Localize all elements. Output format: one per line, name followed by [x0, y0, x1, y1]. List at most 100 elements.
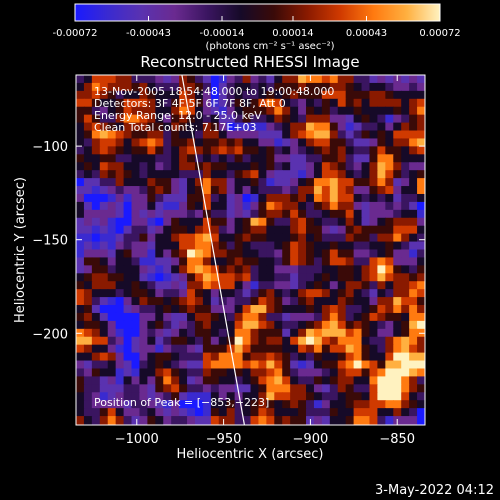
heatmap-cell: [147, 376, 156, 385]
heatmap-cell: [306, 392, 315, 401]
heatmap-cell: [210, 344, 220, 354]
heatmap-cell: [139, 416, 148, 425]
heatmap-cell: [321, 408, 331, 417]
heatmap-cell: [107, 249, 117, 259]
heatmap-cell: [409, 170, 418, 179]
heatmap-cell: [155, 408, 164, 417]
heatmap-cell: [282, 90, 291, 100]
heatmap-cell: [353, 257, 363, 266]
heatmap-cell: [401, 82, 410, 92]
heatmap-cell: [321, 146, 331, 155]
heatmap-cell: [226, 416, 236, 425]
heatmap-cell: [155, 225, 164, 235]
heatmap-cell: [321, 376, 331, 385]
heatmap-cell: [258, 257, 267, 266]
heatmap-cell: [321, 289, 331, 298]
heatmap-cell: [282, 257, 291, 266]
heatmap-cell: [274, 122, 283, 132]
heatmap-cell: [194, 193, 204, 203]
heatmap-cell: [313, 297, 323, 306]
heatmap-cell: [361, 225, 371, 235]
heatmap-cell: [99, 297, 109, 306]
heatmap-cell: [306, 305, 315, 314]
heatmap-cell: [385, 241, 394, 251]
heatmap-cell: [218, 320, 228, 330]
heatmap-cell: [409, 193, 418, 203]
heatmap-cell: [290, 416, 299, 425]
heatmap-cell: [123, 138, 133, 147]
heatmap-cell: [91, 241, 101, 251]
heatmap-cell: [76, 265, 85, 274]
heatmap-cell: [123, 225, 133, 235]
heatmap-cell: [107, 122, 117, 132]
heatmap-cell: [218, 352, 228, 362]
heatmap-cell: [345, 416, 355, 425]
heatmap-cell: [210, 193, 220, 203]
heatmap-cell: [107, 209, 117, 219]
heatmap-cell: [361, 336, 371, 346]
heatmap-cell: [210, 360, 220, 370]
heatmap-cell: [385, 98, 394, 108]
heatmap-cell: [179, 376, 188, 385]
heatmap-cell: [313, 75, 323, 84]
heatmap-cell: [202, 130, 212, 140]
heatmap-cell: [417, 408, 425, 417]
heatmap-cell: [353, 225, 363, 235]
heatmap-cell: [242, 170, 252, 179]
heatmap-cell: [187, 249, 196, 259]
heatmap-cell: [250, 201, 260, 211]
heatmap-cell: [76, 257, 85, 266]
heatmap-cell: [361, 368, 371, 378]
heatmap-cell: [369, 320, 379, 330]
heatmap-cell: [258, 75, 267, 84]
heatmap-cell: [321, 178, 331, 187]
heatmap-cell: [298, 178, 307, 187]
heatmap-cell: [139, 162, 148, 171]
heatmap-cell: [337, 122, 347, 132]
heatmap-cell: [337, 297, 347, 306]
heatmap-cell: [345, 82, 355, 92]
heatmap-cell: [187, 360, 196, 370]
heatmap-cell: [76, 201, 85, 211]
heatmap-cell: [123, 146, 133, 155]
heatmap-cell: [226, 186, 236, 195]
heatmap-cell: [321, 312, 331, 322]
heatmap-cell: [147, 297, 156, 306]
heatmap-cell: [290, 193, 299, 203]
heatmap-cell: [131, 154, 141, 163]
heatmap-cell: [321, 90, 331, 100]
heatmap-cell: [369, 193, 379, 203]
heatmap-cell: [298, 257, 307, 266]
heatmap-cell: [266, 320, 275, 330]
heatmap-cell: [369, 162, 379, 171]
heatmap-cell: [393, 257, 402, 266]
heatmap-cell: [83, 257, 93, 266]
heatmap-cell: [147, 328, 156, 338]
heatmap-cell: [163, 281, 172, 290]
heatmap-cell: [313, 416, 323, 425]
heatmap-cell: [139, 336, 148, 346]
heatmap-cell: [147, 217, 156, 227]
heatmap-cell: [139, 360, 148, 370]
heatmap-cell: [321, 122, 331, 132]
heatmap-cell: [313, 305, 323, 314]
heatmap-cell: [274, 289, 283, 298]
heatmap-cell: [218, 305, 228, 314]
heatmap-cell: [313, 320, 323, 330]
heatmap-cell: [234, 106, 244, 116]
heatmap-cell: [385, 265, 394, 274]
heatmap-cell: [329, 376, 339, 385]
heatmap-cell: [91, 130, 101, 140]
heatmap-cell: [171, 360, 180, 370]
heatmap-cell: [393, 297, 402, 306]
heatmap-cell: [266, 130, 275, 140]
heatmap-cell: [329, 384, 339, 393]
heatmap-cell: [250, 328, 260, 338]
heatmap-cell: [369, 392, 379, 401]
heatmap-cell: [385, 122, 394, 132]
heatmap-cell: [353, 138, 363, 147]
heatmap-cell: [298, 75, 307, 84]
heatmap-cell: [107, 376, 117, 385]
heatmap-cell: [337, 209, 347, 219]
heatmap-cell: [313, 265, 323, 274]
